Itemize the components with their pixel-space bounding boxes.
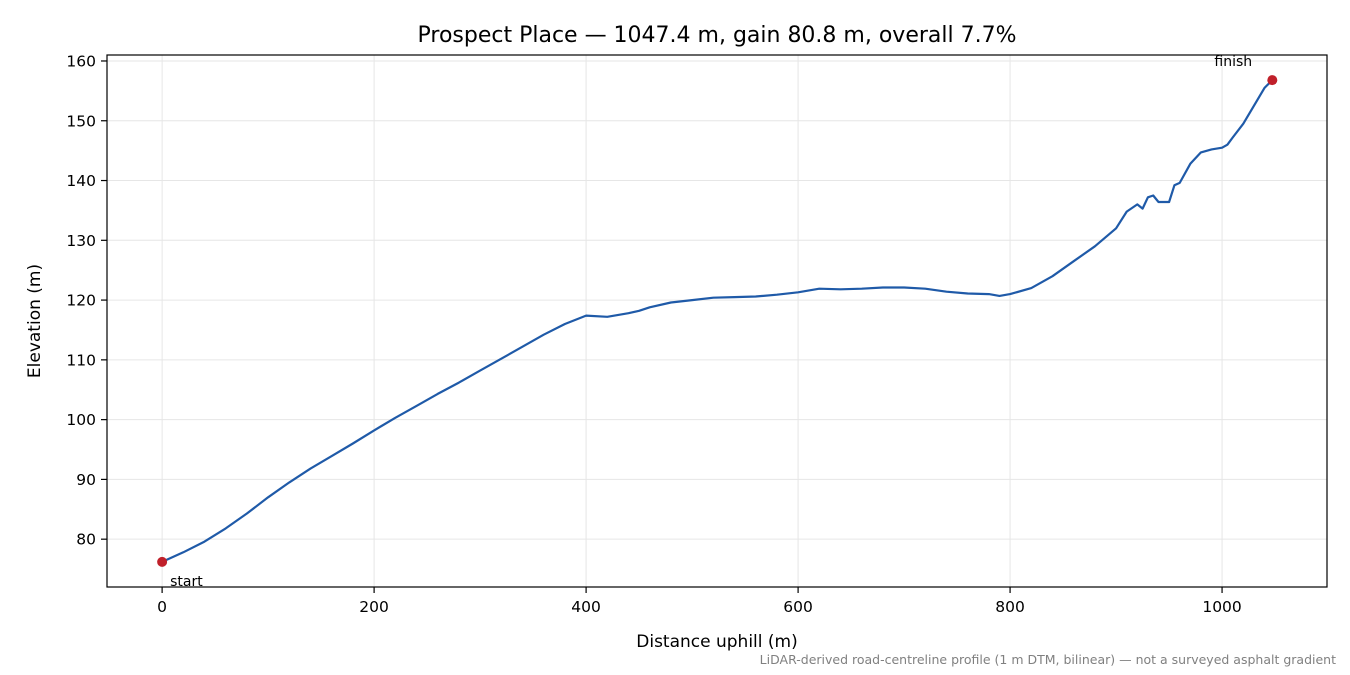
x-tick-label: 400: [571, 598, 601, 616]
x-tick-label: 600: [783, 598, 813, 616]
chart-title: Prospect Place — 1047.4 m, gain 80.8 m, …: [418, 23, 1017, 48]
x-ticks: 0 200 400 600 800 1000: [157, 587, 1242, 616]
start-marker: [157, 556, 168, 567]
grid: [107, 55, 1327, 587]
y-tick-label: 110: [66, 351, 96, 369]
y-tick-label: 90: [76, 471, 96, 489]
y-tick-label: 160: [66, 52, 96, 70]
finish-marker: [1267, 75, 1278, 86]
finish-annotation: finish: [1214, 54, 1252, 70]
start-annotation: start: [170, 574, 203, 590]
y-tick-label: 100: [66, 411, 96, 429]
x-tick-label: 0: [157, 598, 167, 616]
y-tick-label: 140: [66, 172, 96, 190]
plot-frame: [106, 54, 1328, 588]
y-tick-label: 150: [66, 112, 96, 130]
elevation-line: [161, 79, 1274, 563]
footnote: LiDAR-derived road-centreline profile (1…: [760, 652, 1336, 667]
x-tick-label: 200: [359, 598, 389, 616]
y-ticks: 80 90 100 110 120 130 140 150 160: [66, 52, 107, 549]
y-tick-label: 80: [76, 531, 96, 549]
x-axis-label: Distance uphill (m): [636, 632, 797, 652]
y-tick-label: 120: [66, 292, 96, 310]
y-axis-label: Elevation (m): [25, 264, 45, 378]
x-tick-label: 1000: [1202, 598, 1241, 616]
y-tick-label: 130: [66, 232, 96, 250]
x-tick-label: 800: [995, 598, 1025, 616]
